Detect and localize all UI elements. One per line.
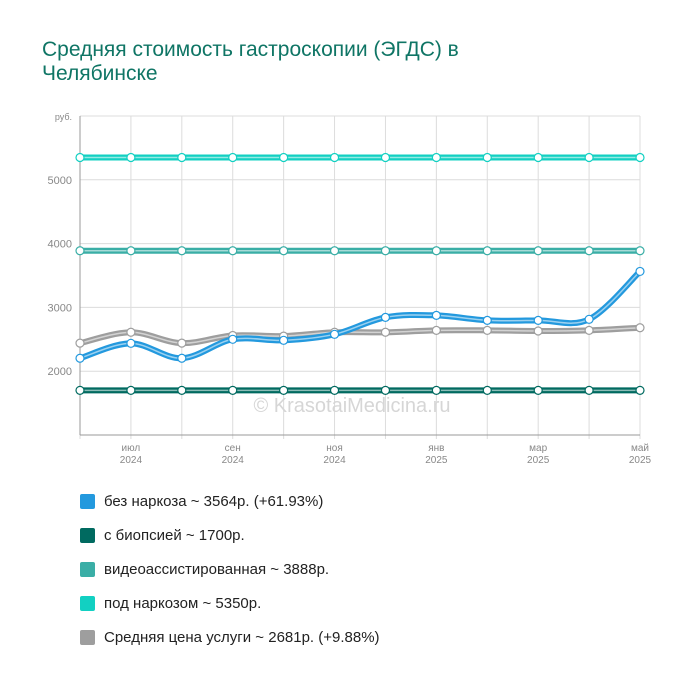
legend-swatch bbox=[80, 629, 95, 645]
series-line bbox=[77, 324, 643, 347]
data-point bbox=[635, 385, 645, 395]
data-point bbox=[279, 335, 289, 345]
legend-label: под наркозом ~ 5350р. bbox=[104, 594, 262, 612]
chart: июл 2024 сен 2024 ноя 2024 янв 2025 мар 2025 май 20… bbox=[48, 112, 652, 466]
series-line bbox=[77, 268, 643, 362]
data-point bbox=[431, 152, 441, 163]
y-tick-label: руб. bbox=[55, 112, 72, 122]
data-point bbox=[380, 327, 391, 337]
x-tick-label: июл 2024 bbox=[120, 443, 143, 466]
data-point bbox=[75, 385, 85, 395]
data-point bbox=[228, 246, 238, 256]
legend-item[interactable]: под наркозом ~ 5350р. bbox=[80, 586, 380, 620]
legend-swatch bbox=[80, 493, 95, 509]
data-point bbox=[431, 385, 441, 395]
data-point bbox=[533, 326, 543, 336]
legend-swatch bbox=[80, 527, 95, 543]
legend-label: с биопсией ~ 1700р. bbox=[104, 526, 245, 544]
data-point bbox=[126, 385, 136, 395]
data-point bbox=[279, 152, 289, 163]
data-point bbox=[584, 314, 594, 324]
data-point bbox=[431, 246, 441, 256]
data-point bbox=[482, 152, 492, 163]
chart-title: Средняя стоимость гастроскопии (ЭГДС) в … bbox=[42, 38, 459, 85]
data-point bbox=[279, 385, 289, 395]
data-point bbox=[533, 152, 543, 163]
data-point bbox=[177, 385, 187, 395]
legend-item[interactable]: видеоассистированная ~ 3888р. bbox=[80, 552, 380, 586]
watermark: © KrasotaiMedicina.ru bbox=[253, 395, 450, 417]
legend-label: видеоассистированная ~ 3888р. bbox=[104, 560, 330, 578]
data-point bbox=[228, 385, 238, 395]
data-point bbox=[126, 152, 136, 163]
legend-swatch bbox=[80, 595, 95, 611]
data-point bbox=[329, 385, 340, 395]
y-tick-label: 4000 bbox=[48, 239, 72, 251]
data-point bbox=[533, 315, 543, 325]
data-point bbox=[177, 353, 187, 363]
data-point bbox=[228, 334, 238, 344]
x-tick-label: сен 2024 bbox=[222, 443, 245, 466]
data-point bbox=[635, 152, 645, 163]
data-point bbox=[75, 353, 85, 363]
data-point bbox=[431, 325, 441, 335]
legend-label: без наркоза ~ 3564р. (+61.93%) bbox=[104, 492, 324, 510]
data-point bbox=[279, 246, 289, 256]
data-point bbox=[177, 152, 187, 163]
data-point bbox=[482, 315, 492, 325]
legend-item[interactable]: Средняя цена услуги ~ 2681р. (+9.88%) bbox=[80, 620, 380, 654]
data-point bbox=[126, 338, 136, 348]
y-tick-label: 3000 bbox=[48, 302, 72, 314]
y-tick-label: 2000 bbox=[48, 366, 72, 378]
legend-item[interactable]: с биопсией ~ 1700р. bbox=[80, 518, 380, 552]
x-tick-label: янв 2025 bbox=[425, 443, 448, 466]
y-tick-label: 5000 bbox=[48, 175, 72, 187]
data-point bbox=[584, 385, 594, 395]
data-point bbox=[482, 325, 492, 335]
data-point bbox=[380, 246, 391, 256]
data-point bbox=[533, 385, 543, 395]
data-point bbox=[482, 246, 492, 256]
data-point bbox=[482, 385, 492, 395]
data-point bbox=[329, 246, 340, 256]
legend: без наркоза ~ 3564р. (+61.93%) с биопсией… bbox=[80, 484, 380, 654]
legend-swatch bbox=[80, 561, 95, 577]
data-point bbox=[75, 338, 85, 348]
x-tick-label: ноя 2024 bbox=[323, 443, 346, 466]
data-point bbox=[533, 246, 543, 256]
data-point bbox=[635, 266, 645, 277]
data-point bbox=[126, 327, 136, 337]
x-tick-label: мар 2025 bbox=[527, 443, 550, 466]
data-point bbox=[431, 310, 441, 320]
data-point bbox=[380, 385, 391, 395]
data-point bbox=[228, 152, 238, 163]
data-point bbox=[329, 152, 340, 163]
data-point bbox=[126, 246, 136, 256]
data-point bbox=[584, 152, 594, 163]
data-point bbox=[635, 323, 645, 333]
data-point bbox=[75, 152, 85, 163]
data-point bbox=[75, 246, 85, 256]
data-point bbox=[584, 325, 594, 335]
data-point bbox=[380, 152, 391, 163]
data-point bbox=[177, 246, 187, 256]
data-point bbox=[584, 246, 594, 256]
data-point bbox=[380, 312, 391, 322]
x-tick-label: май 2025 bbox=[629, 443, 652, 466]
data-point bbox=[635, 246, 645, 256]
data-point bbox=[177, 338, 187, 348]
series-line-highlight bbox=[79, 270, 641, 360]
data-point bbox=[329, 329, 340, 339]
legend-label: Средняя цена услуги ~ 2681р. (+9.88%) bbox=[104, 628, 380, 646]
legend-item[interactable]: без наркоза ~ 3564р. (+61.93%) bbox=[80, 484, 380, 518]
